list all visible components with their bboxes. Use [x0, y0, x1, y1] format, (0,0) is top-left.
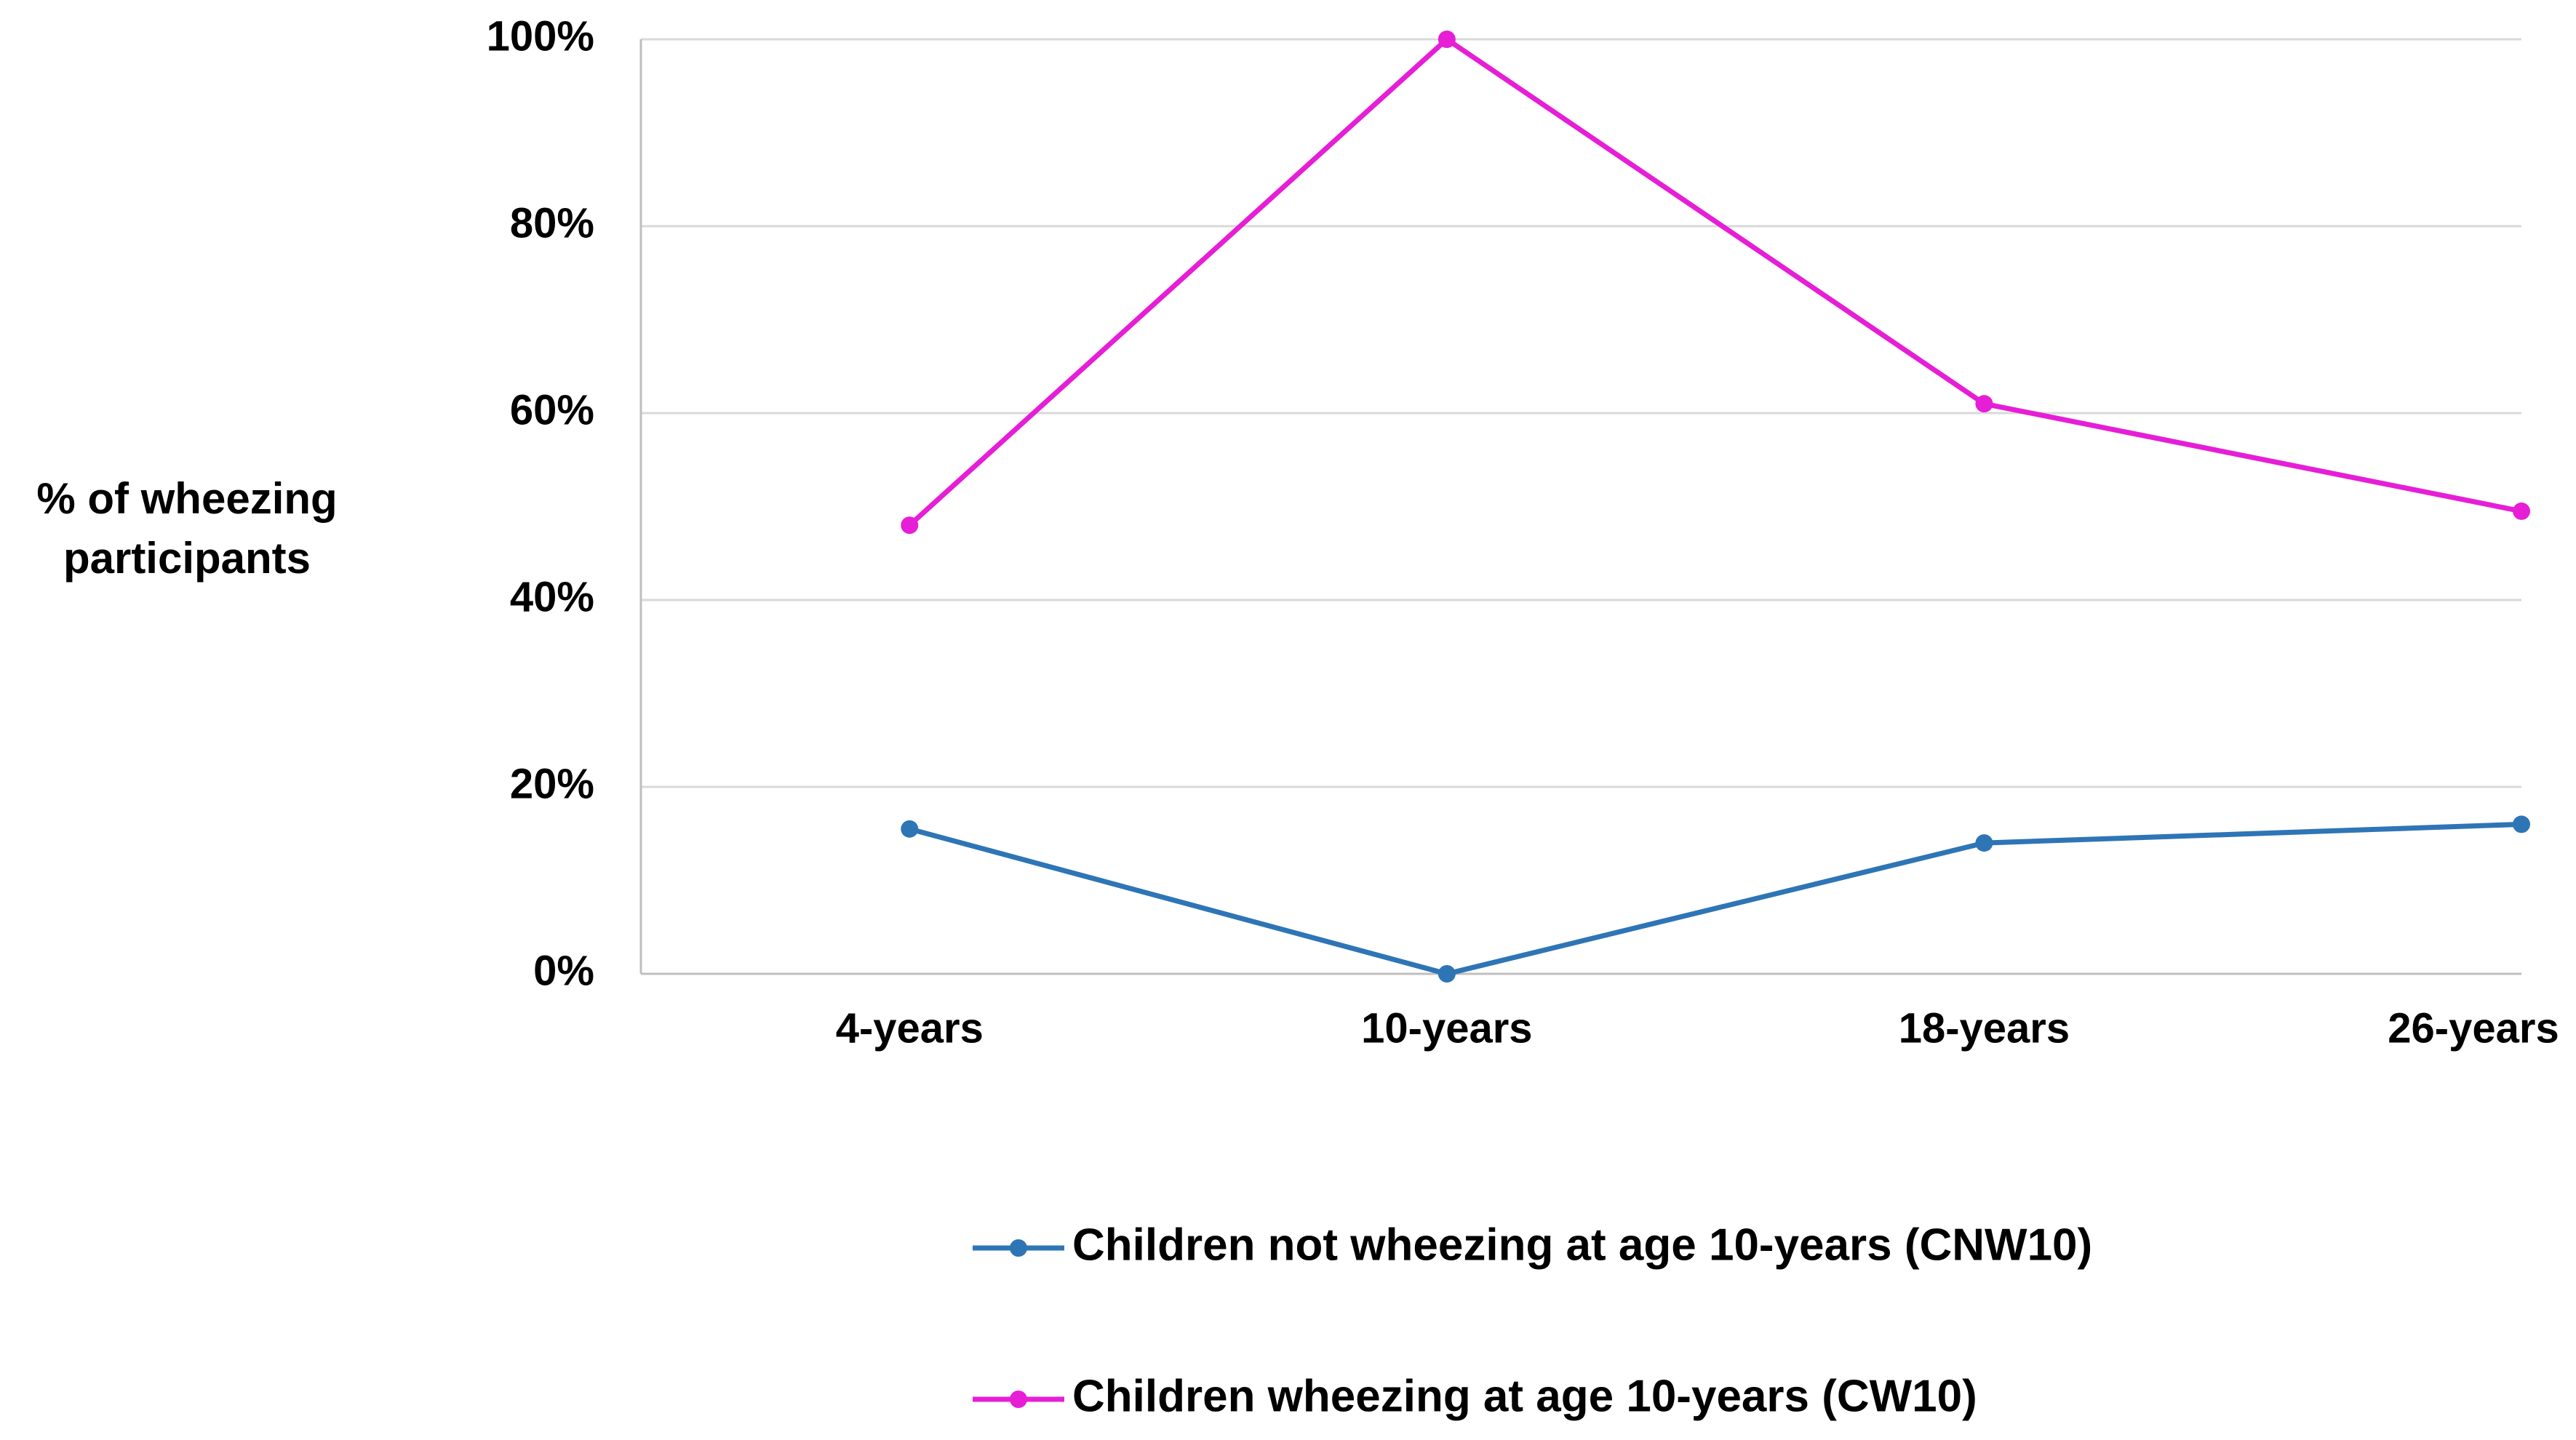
point: [2513, 502, 2530, 520]
series-line: [907, 36, 2522, 527]
x-tick-label: 26-years: [2388, 1004, 2559, 1052]
y-tick-label: 0%: [533, 947, 594, 994]
y-tick-label: 80%: [510, 199, 594, 247]
point: [1975, 395, 1993, 413]
legend-marker: [1010, 1239, 1027, 1257]
legend-marker: [1010, 1391, 1027, 1408]
y-tick-label: 20%: [510, 760, 594, 807]
y-tick-label: 40%: [510, 573, 594, 620]
legend-label: Children not wheezing at age 10-years (C…: [1072, 1220, 2092, 1270]
point: [1437, 965, 1456, 983]
point: [2513, 815, 2530, 833]
x-tick-label: 4-years: [836, 1004, 984, 1052]
series-line: [909, 821, 2522, 977]
point: [1975, 834, 1993, 852]
legend-label: Children wheezing at age 10-years (CW10): [1072, 1371, 1977, 1421]
point: [1437, 31, 1456, 48]
y-tick-label: 100%: [487, 12, 594, 60]
y-tick-label: 60%: [510, 386, 594, 433]
x-tick-label: 10-years: [1361, 1004, 1532, 1052]
x-tick-label: 18-years: [1899, 1004, 2070, 1052]
point: [901, 516, 919, 535]
point: [901, 820, 919, 838]
y-axis-label: % of wheezing participants: [36, 474, 338, 583]
